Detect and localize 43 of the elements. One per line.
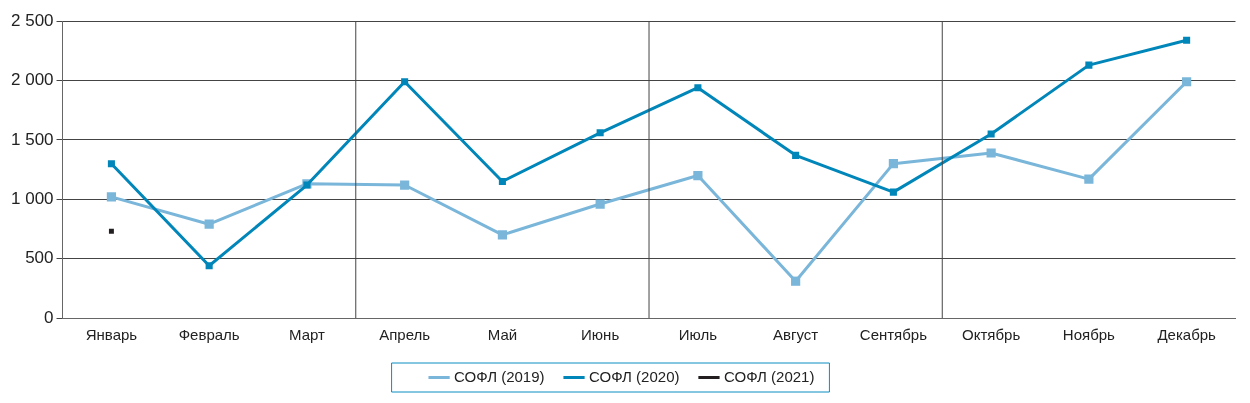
- point: [205, 262, 213, 270]
- y-tick-label: 1 500: [10, 129, 54, 149]
- x-tick-label: Август: [773, 326, 819, 344]
- point: [1084, 174, 1094, 184]
- point: [1182, 77, 1192, 87]
- point: [889, 188, 897, 196]
- point: [792, 151, 800, 159]
- point: [107, 160, 115, 168]
- y-tick-label: 2 500: [10, 10, 54, 30]
- x-tick-label: Март: [288, 326, 325, 344]
- x-tick-label: Май: [487, 326, 518, 344]
- point: [791, 276, 801, 286]
- x-tick-label: Июнь: [581, 326, 620, 344]
- point: [987, 130, 995, 138]
- point: [693, 170, 703, 181]
- y-tick-label: 0: [44, 307, 54, 327]
- point: [1085, 61, 1093, 69]
- point: [498, 177, 506, 186]
- x-tick-label: Январь: [85, 326, 138, 344]
- x-tick-label: Июль: [678, 326, 718, 344]
- legend-label: СОФЛ (2021): [723, 367, 815, 385]
- x-tick-label: Сентябрь: [859, 326, 928, 344]
- y-tick-label: 1 000: [10, 188, 54, 208]
- y-tick-label: 500: [25, 248, 54, 268]
- point: [497, 230, 507, 240]
- point: [106, 192, 117, 202]
- x-tick-label: Февраль: [178, 326, 240, 344]
- point: [596, 129, 604, 137]
- point: [595, 199, 605, 209]
- x-tick-label: Октябрь: [962, 326, 1021, 344]
- point: [1183, 36, 1191, 44]
- y-tick-label: 2 000: [10, 70, 54, 90]
- legend-label: СОФЛ (2020): [589, 367, 680, 385]
- legend-label: СОФЛ (2019): [454, 367, 545, 385]
- point: [400, 180, 410, 190]
- point: [986, 148, 996, 158]
- x-tick-label: Апрель: [379, 326, 431, 344]
- x-tick-label: Декабрь: [1157, 326, 1217, 344]
- point: [888, 159, 898, 169]
- point: [401, 78, 409, 86]
- x-tick-label: Ноябрь: [1062, 326, 1116, 344]
- point: [694, 84, 702, 92]
- point: [204, 219, 214, 229]
